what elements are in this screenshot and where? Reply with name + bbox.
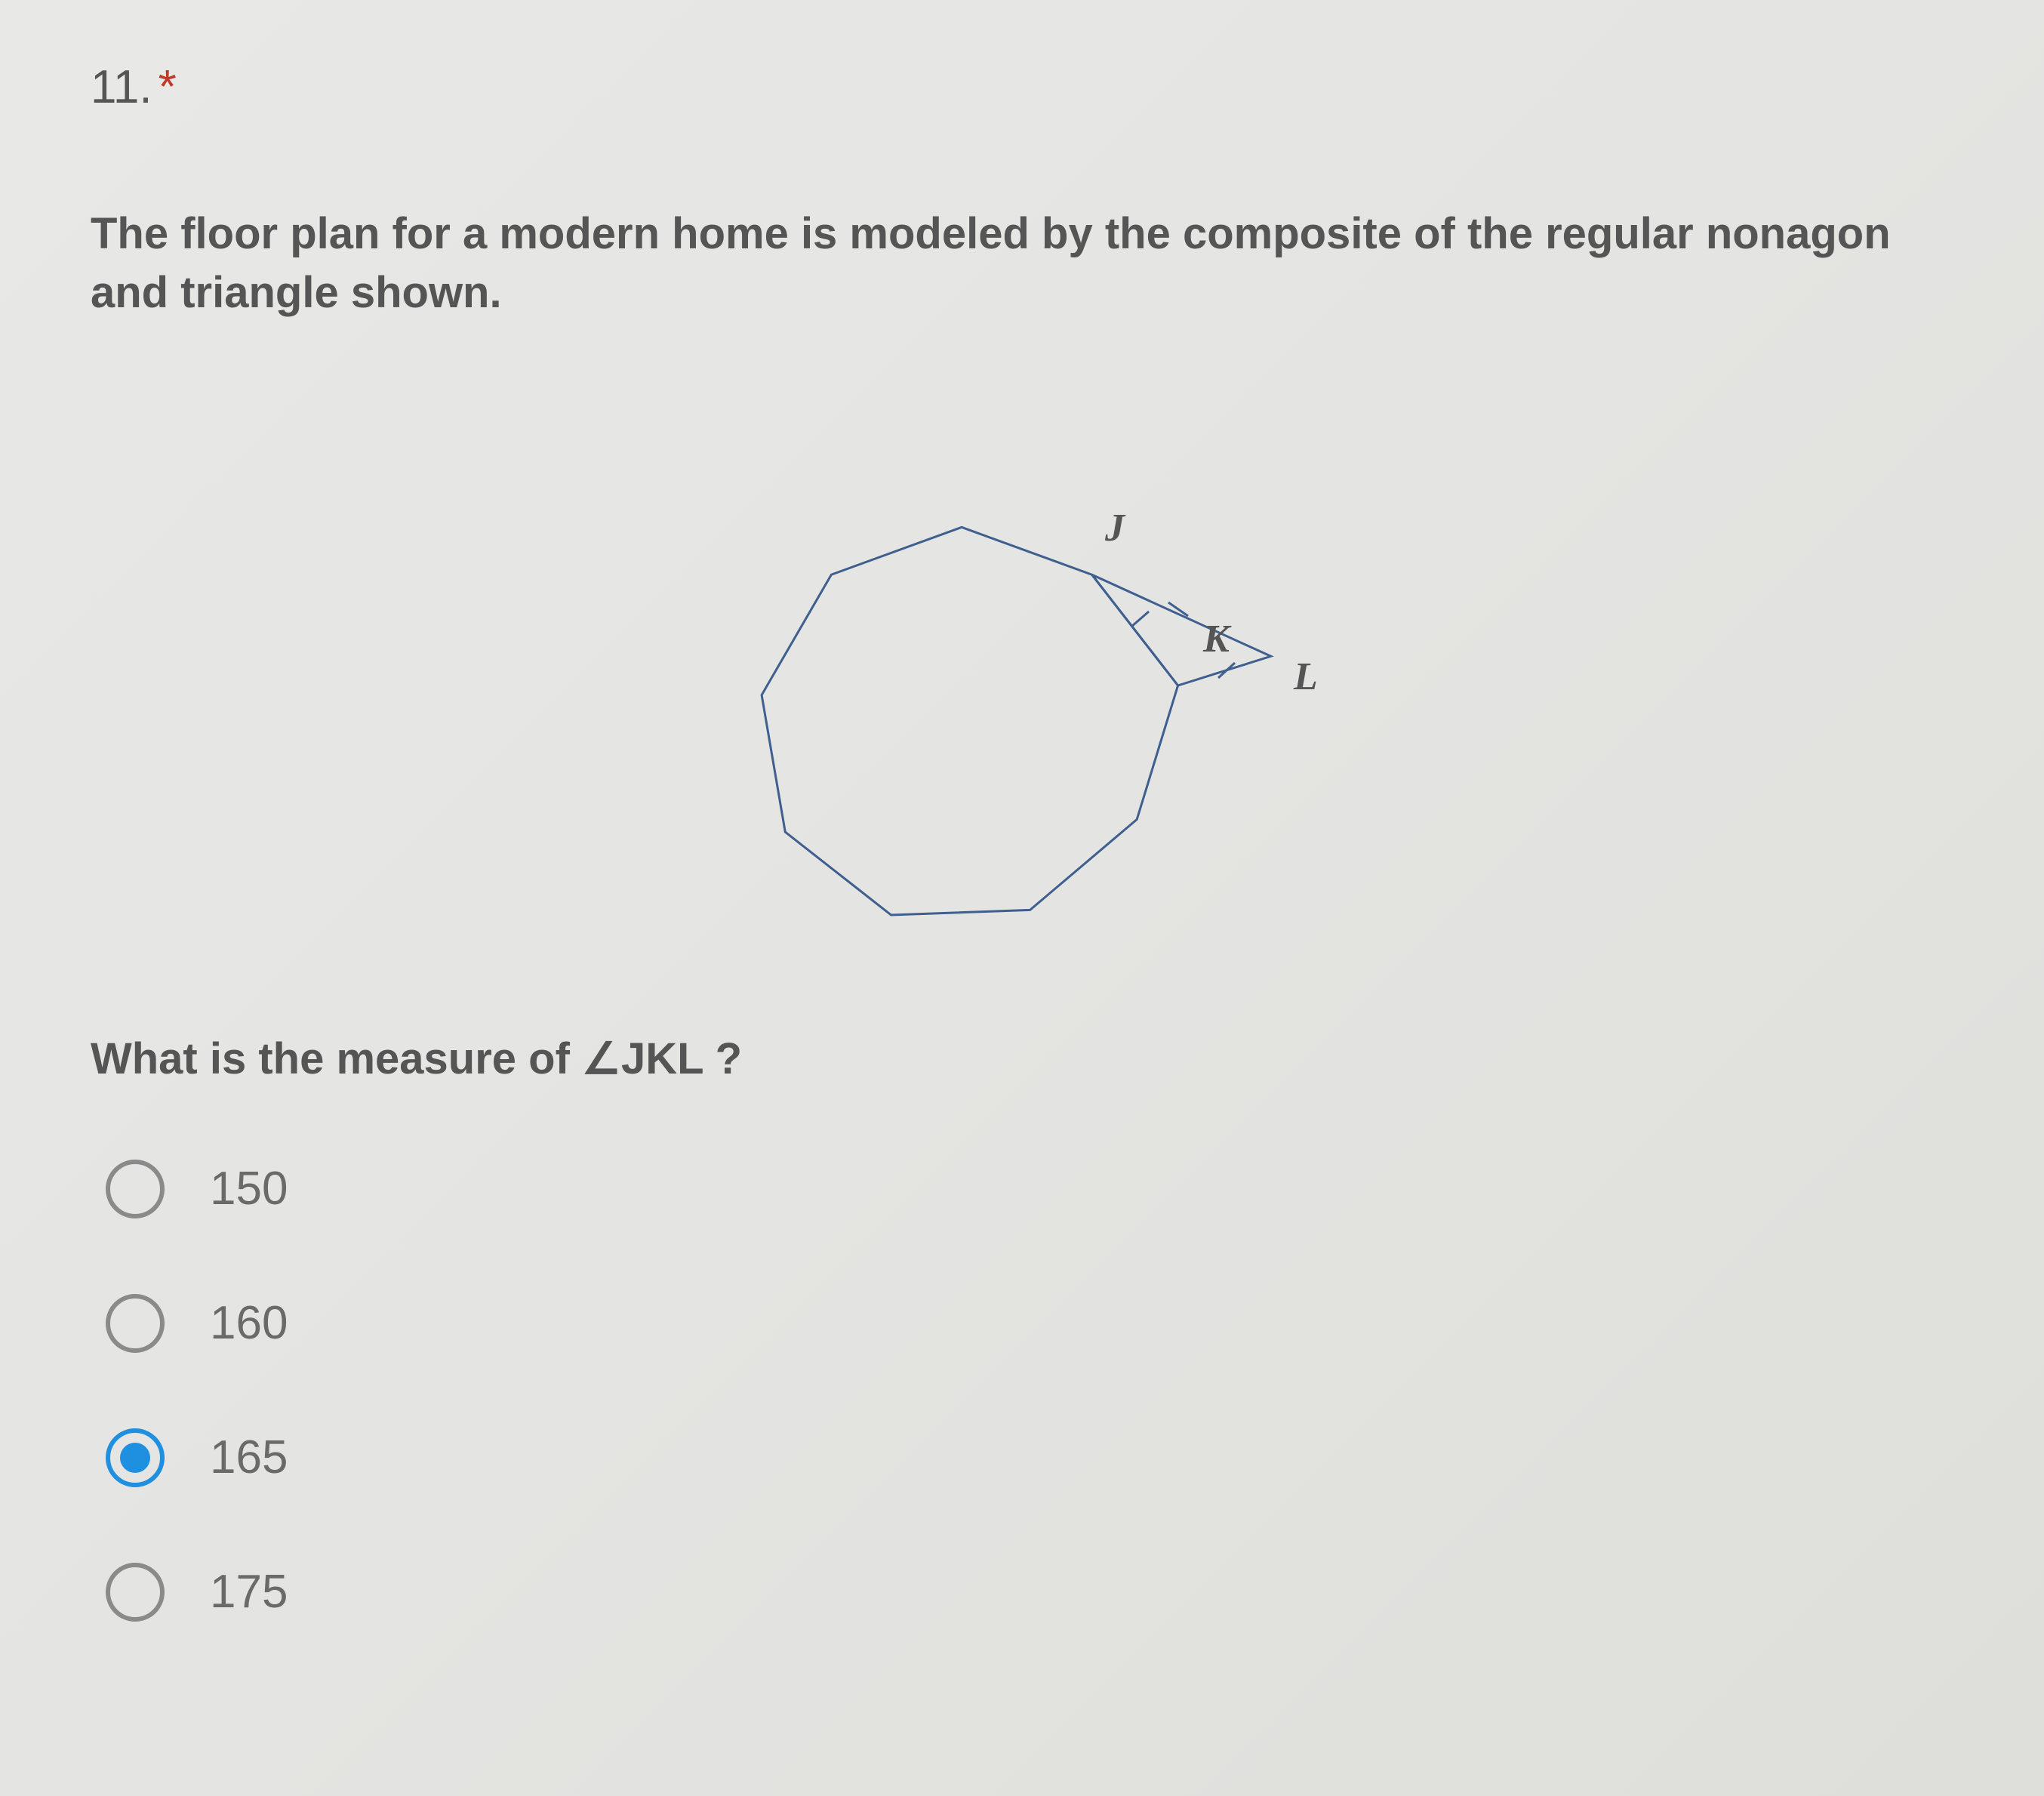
vertex-label-J: J: [1104, 507, 1126, 550]
triangle-shape: [1092, 575, 1271, 685]
geometry-figure: J K L: [607, 353, 1437, 972]
vertex-label-K: K: [1202, 618, 1232, 661]
question-stem: The floor plan for a modern home is mode…: [91, 205, 1902, 323]
option-row-160[interactable]: 160: [106, 1294, 1953, 1353]
prompt-suffix: ?: [703, 1034, 743, 1083]
question-prompt: What is the measure of ∠JKL ?: [91, 1033, 1953, 1084]
question-number-text: 11.: [91, 61, 152, 113]
tick-mark-1: [1218, 663, 1235, 678]
prompt-angle: ∠JKL: [582, 1034, 703, 1083]
vertex-label-L: L: [1293, 655, 1318, 698]
option-label-175: 175: [210, 1565, 288, 1619]
radio-165[interactable]: [106, 1428, 165, 1487]
options-list: 150 160 165 175: [91, 1160, 1953, 1622]
option-row-165[interactable]: 165: [106, 1428, 1953, 1487]
radio-175[interactable]: [106, 1563, 165, 1622]
prompt-prefix: What is the measure of: [91, 1034, 582, 1083]
question-number: 11.*: [91, 60, 1953, 114]
option-label-160: 160: [210, 1296, 288, 1350]
radio-150[interactable]: [106, 1160, 165, 1218]
required-mark: *: [159, 61, 177, 113]
figure-container: J K L: [91, 353, 1953, 972]
option-label-150: 150: [210, 1162, 288, 1215]
option-row-175[interactable]: 175: [106, 1563, 1953, 1622]
option-label-165: 165: [210, 1431, 288, 1484]
tick-mark-0: [1131, 612, 1149, 627]
option-row-150[interactable]: 150: [106, 1160, 1953, 1218]
radio-160[interactable]: [106, 1294, 165, 1353]
